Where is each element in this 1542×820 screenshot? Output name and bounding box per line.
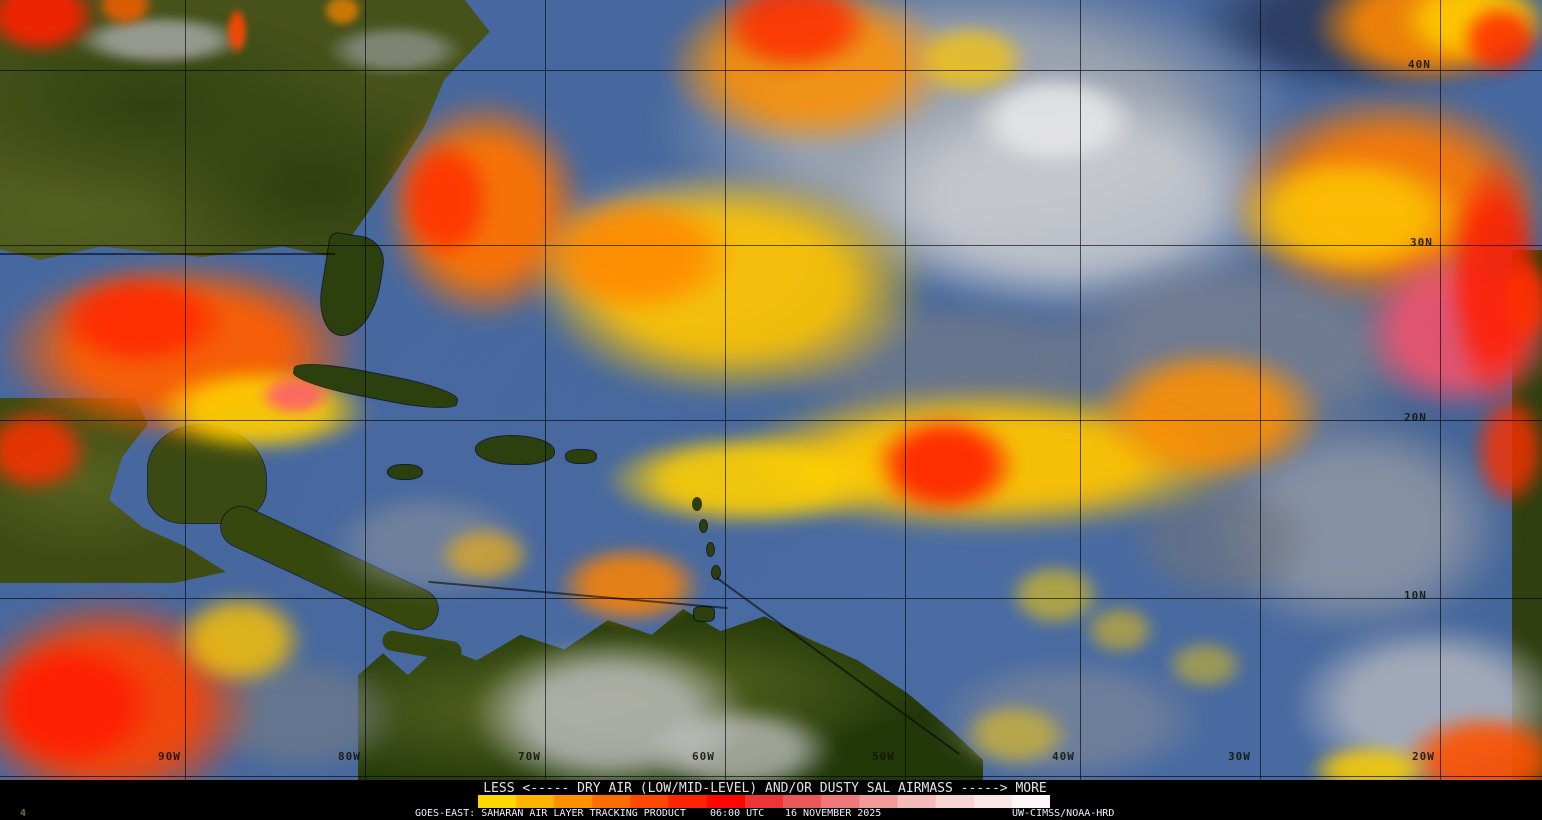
island-trinidad (694, 607, 714, 621)
island-hispaniola (476, 436, 554, 464)
island-lesser-antilles (693, 498, 701, 510)
valid-date: 16 NOVEMBER 2025 (785, 808, 882, 819)
geo-label: 50W (872, 750, 895, 763)
island-puerto-rico (566, 450, 596, 463)
sal-dry-air-blob (1150, 630, 1260, 700)
island-lesser-antilles (700, 520, 707, 532)
sal-dry-air-blob (550, 415, 950, 545)
coastline-gulf (0, 253, 335, 255)
geo-label: 80W (338, 750, 361, 763)
latitude-line (0, 420, 1542, 421)
product-title: GOES-EAST: SAHARAN AIR LAYER TRACKING PR… (415, 808, 686, 819)
latitude-line (0, 776, 1542, 777)
status-bar: GOES-EAST: SAHARAN AIR LAYER TRACKING PR… (0, 808, 1542, 820)
sal-dry-air-blob (1050, 320, 1370, 510)
geo-label: 10N (1404, 589, 1427, 602)
longitude-line (1080, 0, 1081, 782)
island-jamaica (388, 465, 422, 479)
sal-dry-air-blob (1445, 0, 1542, 90)
geo-label: 30W (1228, 750, 1251, 763)
credit: UW-CIMSS/NOAA-HRD (1012, 808, 1115, 819)
island-lesser-antilles (707, 543, 714, 556)
sal-dry-air-blob (890, 10, 1050, 110)
geo-label: 30N (1410, 236, 1433, 249)
longitude-line (365, 0, 366, 782)
sal-colorbar (478, 795, 1050, 808)
longitude-line (1260, 0, 1261, 782)
geo-label: 70W (518, 750, 541, 763)
legend-status-panel: LESS <----- DRY AIR (LOW/MID-LEVEL) AND/… (0, 780, 1542, 820)
sal-dry-air-blob (150, 575, 330, 705)
latitude-line (0, 245, 1542, 246)
cloud-blob (610, 690, 870, 782)
satellite-map: 40N 30N 20N 10N 90W 80W 70W 60W 50W 40W 30W 20W (0, 0, 1542, 782)
sal-dry-air-blob (940, 690, 1090, 780)
longitude-line (905, 0, 906, 782)
sal-dry-air-blob (530, 530, 730, 640)
sal-lake-michigan (222, 0, 252, 64)
longitude-line (1440, 0, 1441, 782)
geo-label: 20W (1412, 750, 1435, 763)
latitude-line (0, 70, 1542, 71)
sal-dry-air-blob (495, 170, 775, 340)
geo-label: 20N (1404, 411, 1427, 424)
longitude-line (725, 0, 726, 782)
longitude-line (545, 0, 546, 782)
sal-dry-air-blob (1490, 240, 1542, 360)
geo-label: 40W (1052, 750, 1075, 763)
island-lesser-antilles (712, 566, 720, 579)
colorbar-caption: LESS <----- DRY AIR (LOW/MID-LEVEL) AND/… (483, 781, 1047, 796)
sal-dry-air-blob (1070, 595, 1170, 665)
sal-dry-air-blob (1460, 370, 1542, 530)
frame-indicator: 4 (20, 808, 27, 819)
latitude-line (0, 598, 1542, 599)
geo-label: 90W (158, 750, 181, 763)
longitude-line (185, 0, 186, 782)
geo-label: 60W (692, 750, 715, 763)
valid-time: 06:00 UTC (710, 808, 765, 819)
geo-label: 40N (1408, 58, 1431, 71)
